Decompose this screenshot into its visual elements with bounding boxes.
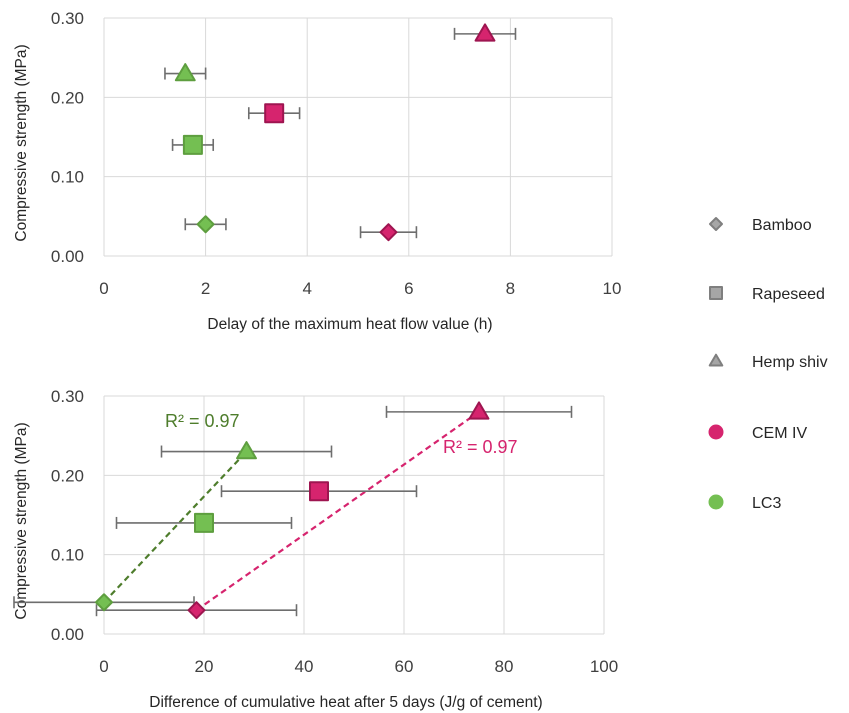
x-tick-label: 0 [99,657,108,676]
chart-bottom-heat-vs-strength: 0 20 40 60 80 100 0.00 0.10 0.20 0.30 Difference o… [13,387,618,711]
point-lc3-hemp-shiv [236,441,257,460]
x-tick-label: 0 [99,279,108,298]
r2-label-lc3: R² = 0.97 [165,411,240,431]
x-axis-title: Delay of the maximum heat flow value (h) [207,316,492,333]
y-tick-label: 0.10 [51,168,84,187]
x-axis-title: Difference of cumulative heat after 5 da… [149,694,542,711]
point-lc3-bamboo [196,215,215,234]
y-tick-label: 0.00 [51,247,84,266]
point-cem-iv-rapeseed [264,103,285,124]
legend-label-rapeseed: Rapeseed [752,286,825,303]
x-tick-label: 4 [302,279,311,298]
legend-marker-cem-iv [708,424,724,440]
point-cem-iv-bamboo [187,601,206,620]
trendline-lc3 [103,450,248,604]
y-tick-label: 0.30 [51,9,84,28]
legend-marker-hemp-shiv [708,353,724,367]
legend: Bamboo Rapeseed Hemp shiv CEM IV LC3 [708,217,828,512]
x-tick-label: 100 [590,657,618,676]
x-tick-label: 40 [295,657,314,676]
point-cem-iv-hemp-shiv [468,401,490,420]
x-tick-label: 8 [506,279,515,298]
y-tick-label: 0.10 [51,546,84,565]
gridlines [103,395,605,635]
gridlines [103,17,613,257]
y-tick-label: 0.20 [51,466,84,485]
point-lc3-rapeseed [182,134,203,155]
legend-label-cem-iv: CEM IV [752,425,807,442]
legend-marker-bamboo [709,217,723,231]
legend-label-lc3: LC3 [752,495,781,512]
legend-label-hemp-shiv: Hemp shiv [752,354,828,371]
x-tick-label: 2 [201,279,210,298]
point-lc3-bamboo [95,593,113,612]
y-tick-label: 0.00 [51,625,84,644]
x-tick-label: 60 [395,657,414,676]
y-tick-label: 0.30 [51,387,84,406]
x-tick-label: 80 [495,657,514,676]
point-lc3-hemp-shiv [174,63,196,82]
x-tick-label: 20 [195,657,214,676]
legend-marker-lc3 [708,494,724,510]
trendline-cem-iv [195,410,480,612]
point-cem-iv-bamboo [379,223,398,242]
point-cem-iv-rapeseed [309,481,329,502]
chart-top-delay-vs-strength: 0 2 4 6 8 10 0.00 0.10 0.20 0.30 Delay of the maxi… [13,9,621,333]
point-lc3-rapeseed [194,512,214,533]
legend-label-bamboo: Bamboo [752,217,812,234]
r2-label-cem-iv: R² = 0.97 [443,437,518,457]
y-tick-label: 0.20 [51,88,84,107]
x-tick-label: 10 [603,279,622,298]
y-axis-title: Compressive strength (MPa) [13,422,30,619]
legend-marker-rapeseed [709,286,723,300]
y-axis-title: Compressive strength (MPa) [13,44,30,241]
x-tick-label: 6 [404,279,413,298]
point-cem-iv-hemp-shiv [474,23,496,42]
